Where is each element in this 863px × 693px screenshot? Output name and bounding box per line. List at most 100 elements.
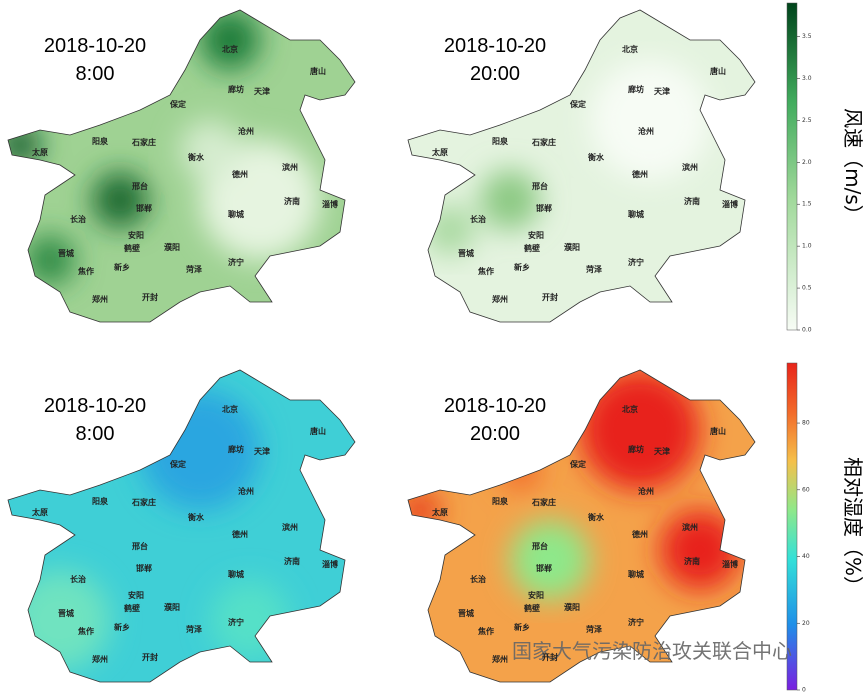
city-label: 濮阳 <box>564 242 580 252</box>
date-label: 2018-10-20 <box>44 35 146 57</box>
city-label: 滨州 <box>282 162 298 172</box>
colorbar-tick-label: 2.0 <box>802 159 812 166</box>
city-label: 德州 <box>632 169 648 179</box>
city-label: 聊城 <box>228 209 244 219</box>
city-label: 德州 <box>632 529 648 539</box>
city-label: 晋城 <box>58 608 74 618</box>
city-label: 开封 <box>142 292 158 302</box>
colorbar-label: 相对湿度（%） <box>841 457 863 596</box>
city-label: 石家庄 <box>531 137 556 147</box>
time-label: 8:00 <box>76 63 115 85</box>
colorbar-tick-label: 40 <box>802 553 810 560</box>
city-label: 焦作 <box>77 266 94 276</box>
city-label: 菏泽 <box>186 624 202 634</box>
colorbar-tick-label: 0.0 <box>802 327 812 334</box>
city-label: 石家庄 <box>531 497 556 507</box>
map-rh-20 <box>407 369 756 683</box>
city-label: 聊城 <box>628 209 644 219</box>
city-label: 淄博 <box>322 199 338 209</box>
city-label: 新乡 <box>114 622 130 632</box>
city-label: 廊坊 <box>628 444 644 454</box>
city-label: 郑州 <box>492 294 508 304</box>
city-label: 沧州 <box>638 126 654 136</box>
city-label: 安阳 <box>528 230 544 240</box>
colorbar-rh <box>786 362 798 691</box>
city-label: 保定 <box>569 99 586 109</box>
city-label: 淄博 <box>722 559 738 569</box>
city-label: 安阳 <box>128 590 144 600</box>
city-label: 廊坊 <box>228 84 244 94</box>
city-label: 濮阳 <box>564 602 580 612</box>
city-label: 北京 <box>222 404 238 414</box>
colorbar-tick-label: 80 <box>802 420 810 427</box>
city-label: 邯郸 <box>136 203 152 213</box>
city-label: 保定 <box>169 459 186 469</box>
city-label: 菏泽 <box>586 264 602 274</box>
city-label: 濮阳 <box>164 242 180 252</box>
city-label: 衡水 <box>188 512 205 522</box>
city-label: 新乡 <box>114 262 130 272</box>
city-label: 沧州 <box>638 486 654 496</box>
city-label: 菏泽 <box>586 624 602 634</box>
colorbar-tick-label: 3.5 <box>802 33 812 40</box>
city-label: 石家庄 <box>131 497 156 507</box>
city-label: 天津 <box>254 86 270 96</box>
map-wind-20 <box>407 9 756 323</box>
city-label: 邢台 <box>531 541 548 551</box>
city-label: 衡水 <box>188 152 205 162</box>
city-label: 鹤壁 <box>524 603 540 613</box>
city-label: 滨州 <box>682 162 698 172</box>
city-label: 德州 <box>232 529 248 539</box>
city-label: 沧州 <box>238 126 254 136</box>
city-label: 淄博 <box>722 199 738 209</box>
city-label: 聊城 <box>228 569 244 579</box>
city-label: 保定 <box>169 99 186 109</box>
city-label: 阳泉 <box>492 136 509 146</box>
city-label: 北京 <box>222 44 238 54</box>
city-label: 菏泽 <box>186 264 202 274</box>
city-label: 石家庄 <box>131 137 156 147</box>
city-label: 济宁 <box>228 257 244 267</box>
city-label: 新乡 <box>514 622 530 632</box>
colorbar-tick-label: 0.5 <box>802 285 812 292</box>
city-label: 郑州 <box>492 654 508 664</box>
city-label: 焦作 <box>477 626 494 636</box>
city-label: 聊城 <box>628 569 644 579</box>
watermark: 国家大气污染防治攻关联合中心 <box>512 639 792 663</box>
city-label: 济南 <box>684 556 700 566</box>
city-label: 太原 <box>31 507 48 517</box>
city-label: 济宁 <box>628 257 644 267</box>
time-label: 20:00 <box>470 423 520 445</box>
city-label: 邯郸 <box>536 563 552 573</box>
city-label: 鹤壁 <box>124 603 140 613</box>
city-label: 北京 <box>622 404 638 414</box>
city-label: 天津 <box>654 86 670 96</box>
city-label: 济南 <box>284 196 300 206</box>
city-label: 廊坊 <box>228 444 244 454</box>
colorbar-label: 风速（m/s） <box>841 108 863 225</box>
city-label: 邯郸 <box>136 563 152 573</box>
colorbar-tick-label: 3.0 <box>802 75 812 82</box>
city-label: 唐山 <box>710 66 726 76</box>
city-label: 安阳 <box>528 590 544 600</box>
city-label: 鹤壁 <box>524 243 540 253</box>
date-label: 2018-10-20 <box>444 35 546 57</box>
city-label: 鹤壁 <box>124 243 140 253</box>
city-label: 衡水 <box>588 152 605 162</box>
city-label: 邢台 <box>531 181 548 191</box>
city-label: 开封 <box>142 652 158 662</box>
colorbar-wind <box>786 2 798 331</box>
city-label: 济南 <box>284 556 300 566</box>
city-label: 郑州 <box>92 654 108 664</box>
city-label: 沧州 <box>238 486 254 496</box>
city-label: 太原 <box>31 147 48 157</box>
city-label: 长治 <box>470 574 486 584</box>
city-label: 天津 <box>254 446 270 456</box>
city-label: 保定 <box>569 459 586 469</box>
colorbar-tick-label: 20 <box>802 620 810 627</box>
colorbar-tick-label: 2.5 <box>802 117 812 124</box>
city-label: 济南 <box>684 196 700 206</box>
city-label: 淄博 <box>322 559 338 569</box>
date-label: 2018-10-20 <box>444 395 546 417</box>
